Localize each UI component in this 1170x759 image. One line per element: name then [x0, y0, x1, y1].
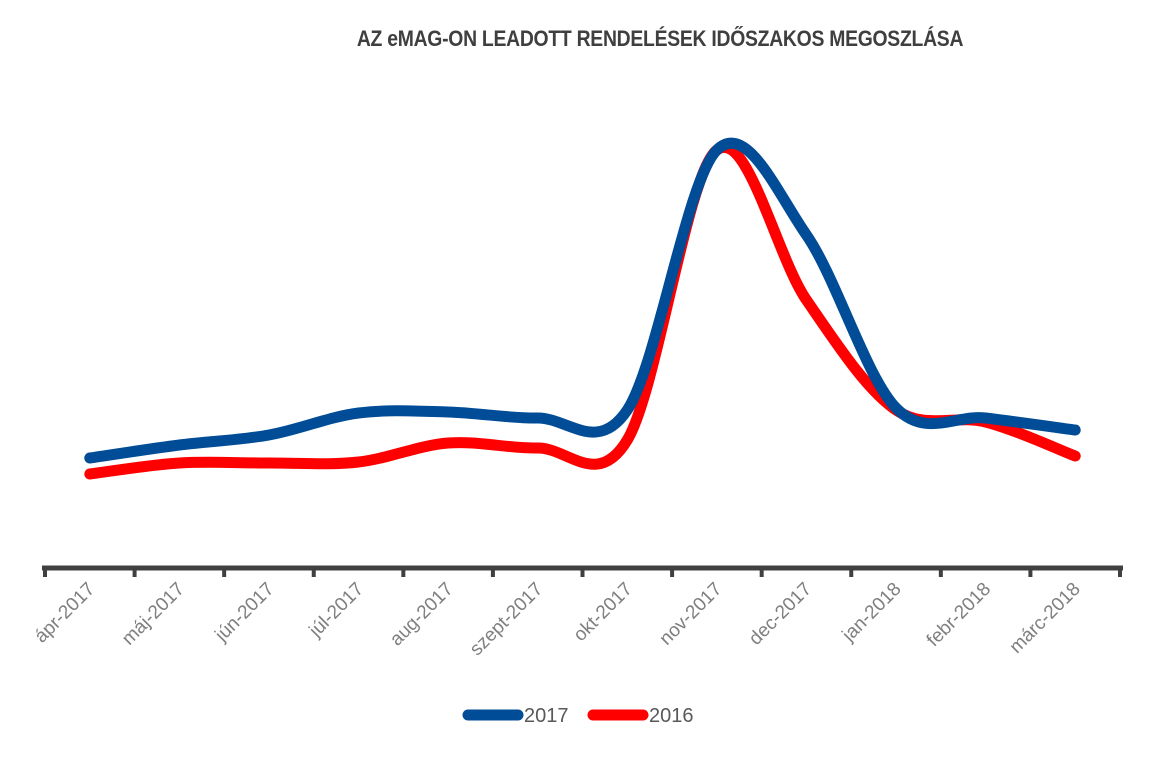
legend-label-2017: 2017	[524, 705, 569, 727]
x-tick-label: máj-2017	[118, 579, 189, 650]
chart-title: AZ eMAG-ON LEADOTT RENDELÉSEK IDŐSZAKOS …	[356, 26, 964, 51]
x-tick-label: febr-2018	[923, 579, 995, 651]
x-tick-label: okt-2017	[570, 579, 637, 646]
x-tick-label: márc-2018	[1006, 579, 1085, 658]
x-tick-label: jún-2017	[211, 579, 279, 647]
x-tick-label: júl-2017	[305, 579, 368, 642]
x-tick-label: ápr-2017	[31, 579, 100, 648]
x-tick-label: nov-2017	[656, 579, 727, 650]
x-tick-label: aug-2017	[386, 579, 458, 651]
x-tick-label: szept-2017	[466, 579, 547, 660]
series-line-2017	[84, 137, 1081, 464]
x-tick-label: jan-2018	[838, 579, 906, 647]
legend-label-2016: 2016	[649, 705, 694, 727]
x-tick-label: dec-2017	[745, 579, 816, 650]
